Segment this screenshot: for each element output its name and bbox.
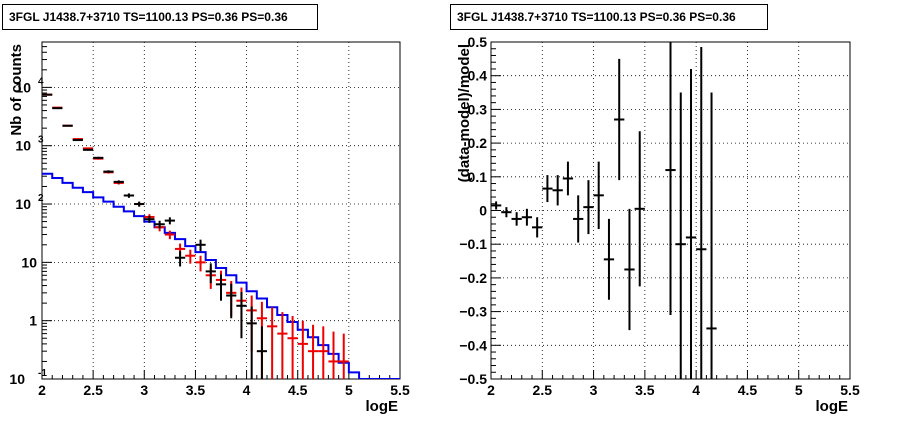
y-tick-label: 10: [15, 138, 31, 154]
x-tick-label: 2.5: [83, 382, 103, 398]
x-tick-label: 3: [590, 382, 598, 398]
counts-plot: 2 2.5 3 3.5 4 4.5 5 5.5 10 -1 1 10 10 2 10 3 10 4 logE Nb o…: [8, 41, 410, 415]
right-chart-title: 3FGL J1438.7+3710 TS=1100.13 PS=0.36 PS=…: [450, 4, 768, 30]
x-axis-label: logE: [366, 398, 399, 415]
y-tick-label: 0: [479, 203, 487, 219]
x-tick-label: 5: [345, 382, 353, 398]
y-tick-exponent: 2: [38, 193, 44, 204]
y-tick-label: 0.5: [468, 34, 488, 50]
y-tick-label: 10: [9, 371, 25, 387]
model-step-line: [42, 172, 400, 379]
x-tick-label: 4.5: [738, 382, 758, 398]
x-tick-label: 5: [795, 382, 803, 398]
y-tick-label: −0.2: [459, 270, 487, 286]
x-tick-label: 4: [243, 382, 251, 398]
x-tick-label: 3: [140, 382, 148, 398]
y-tick-label: 0.2: [468, 135, 488, 151]
x-tick-label: 2.5: [533, 382, 553, 398]
x-tick-label: 5.5: [840, 382, 860, 398]
y-tick-label: 0.3: [468, 101, 488, 117]
y-tick-label: −0.4: [459, 337, 487, 353]
left-chart-title: 3FGL J1438.7+3710 TS=1100.13 PS=0.36 PS=…: [2, 4, 318, 30]
x-tick-label: 3.5: [186, 382, 206, 398]
plot-frame: [41, 41, 401, 380]
y-axis-label: Nb of counts: [8, 44, 25, 136]
x-tick-label: 2: [487, 382, 495, 398]
x-tick-label: 4: [692, 382, 700, 398]
y-tick-label: 10: [15, 79, 31, 95]
x-tick-label: 5.5: [390, 382, 410, 398]
y-tick-label: −0.3: [459, 304, 487, 320]
y-tick-exponent: -1: [38, 368, 47, 379]
x-tick-label: 4.5: [288, 382, 308, 398]
data-layer: [42, 93, 400, 379]
y-tick-exponent: 4: [38, 76, 44, 87]
y-tick-label: −0.1: [459, 236, 487, 252]
y-tick-label: 1: [29, 313, 37, 329]
y-tick-label: 0.1: [468, 169, 488, 185]
x-tick-label: 2: [38, 382, 46, 398]
plot-area: [42, 42, 400, 379]
y-tick-label: 0.4: [468, 68, 488, 84]
residuals-plot: 2 2.5 3 3.5 4 4.5 5 5.5 −0.5 −0.4 −0.3 −0.2 −0.1 0 0.1…: [456, 34, 860, 415]
y-tick-label: 10: [15, 196, 31, 212]
x-axis-label: logE: [816, 398, 849, 415]
y-tick-exponent: 3: [38, 135, 44, 146]
x-tick-label: 3.5: [635, 382, 655, 398]
y-tick-label: 10: [21, 254, 37, 270]
data-layer: [491, 42, 717, 379]
y-tick-label: −0.5: [459, 371, 487, 387]
y-axis-label: (data-model)/model: [456, 44, 473, 182]
